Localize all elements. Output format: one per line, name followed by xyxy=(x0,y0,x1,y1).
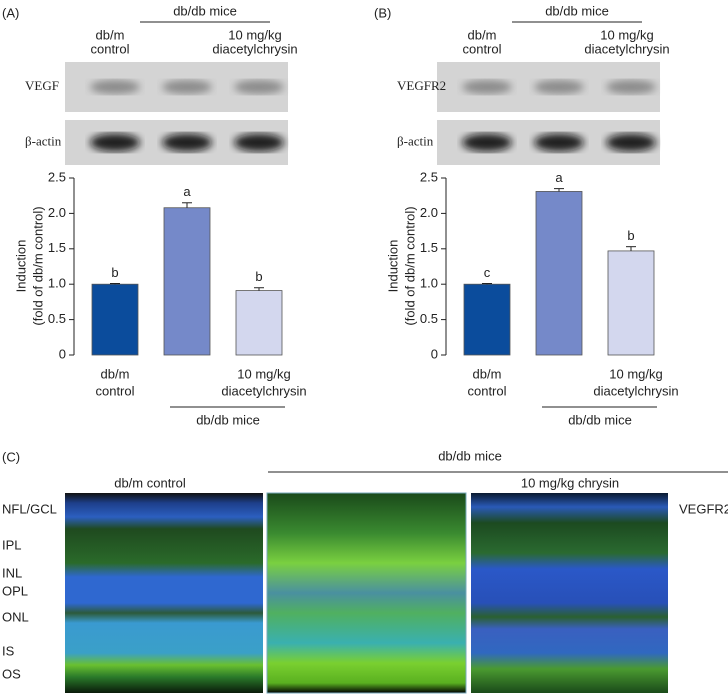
micrograph xyxy=(471,493,668,693)
y-tick-label: 0.5 xyxy=(48,311,66,326)
group-label: db/db mice xyxy=(568,412,632,427)
bar xyxy=(535,191,583,356)
blot-row: VEGFR2 xyxy=(397,78,446,93)
blot-row: VEGF xyxy=(25,78,59,93)
blot-band xyxy=(234,133,284,152)
y-tick-label: 1.5 xyxy=(420,240,438,255)
x-tick-label: 10 mg/kg xyxy=(237,366,290,381)
blot-band xyxy=(534,133,584,152)
blot-header: db/db mice xyxy=(173,3,237,18)
y-tick-label: 2.5 xyxy=(420,169,438,184)
group-label: db/db mice xyxy=(438,448,502,463)
bar xyxy=(163,207,211,356)
blot-band xyxy=(162,133,212,152)
blot-band xyxy=(162,80,212,94)
column-label: 10 mg/kg chrysin xyxy=(521,475,619,490)
panel-label: (A) xyxy=(2,5,19,20)
y-tick-label: 0 xyxy=(431,346,438,361)
blot-column: 10 mg/kg xyxy=(600,27,653,42)
blot-column: 10 mg/kg xyxy=(228,27,281,42)
significance-letter: b xyxy=(255,269,262,284)
blot-band xyxy=(606,80,656,94)
y-tick-label: 2.0 xyxy=(48,205,66,220)
significance-letter: b xyxy=(627,228,634,243)
layer-label: NFL/GCL xyxy=(2,501,57,516)
blot-band xyxy=(462,80,512,94)
blot-column: db/m xyxy=(96,27,125,42)
micrograph xyxy=(65,493,263,693)
layer-label: IPL xyxy=(2,537,22,552)
layer-label: OPL xyxy=(2,583,28,598)
x-tick-label: db/m xyxy=(101,366,130,381)
bar xyxy=(91,283,139,356)
y-tick-label: 2.5 xyxy=(48,169,66,184)
x-tick-label: db/m xyxy=(473,366,502,381)
x-tick-label: 10 mg/kg xyxy=(609,366,662,381)
blot-band xyxy=(90,80,140,94)
y-tick-label: 0.5 xyxy=(420,311,438,326)
y-axis-label: Induction xyxy=(13,240,28,293)
bar xyxy=(463,283,511,356)
layer-label: OS xyxy=(2,666,21,681)
significance-letter: c xyxy=(484,265,491,280)
x-tick-label: control xyxy=(467,383,506,398)
x-tick-label: diacetylchrysin xyxy=(221,383,306,398)
blot-band xyxy=(90,133,140,152)
significance-letter: a xyxy=(183,184,191,199)
significance-letter: a xyxy=(555,170,563,185)
bar xyxy=(607,250,655,356)
panel-label: (B) xyxy=(374,5,391,20)
blot-row: β-actin xyxy=(397,133,434,148)
y-tick-label: 1.5 xyxy=(48,240,66,255)
micrograph xyxy=(266,492,467,694)
blot-band xyxy=(234,80,284,94)
blot-band xyxy=(606,133,656,152)
layer-label: ONL xyxy=(2,609,29,624)
y-tick-label: 0 xyxy=(59,346,66,361)
y-axis-label: (fold of db/m control) xyxy=(402,206,417,325)
column-label: db/m control xyxy=(114,475,186,490)
x-tick-label: diacetylchrysin xyxy=(593,383,678,398)
bar xyxy=(235,290,283,356)
blot-band xyxy=(534,80,584,94)
blot-column: control xyxy=(462,41,501,56)
blot-band xyxy=(462,133,512,152)
x-tick-label: control xyxy=(95,383,134,398)
group-label: db/db mice xyxy=(196,412,260,427)
y-axis-label: Induction xyxy=(385,240,400,293)
y-tick-label: 1.0 xyxy=(420,276,438,291)
blot-row: β-actin xyxy=(25,133,62,148)
blot-column: diacetylchrysin xyxy=(212,41,297,56)
y-axis-label: (fold of db/m control) xyxy=(30,206,45,325)
blot-header: db/db mice xyxy=(545,3,609,18)
significance-letter: b xyxy=(111,265,118,280)
y-tick-label: 2.0 xyxy=(420,205,438,220)
blot-column: diacetylchrysin xyxy=(584,41,669,56)
y-tick-label: 1.0 xyxy=(48,276,66,291)
panel-label: (C) xyxy=(2,449,20,464)
layer-label: IS xyxy=(2,643,15,658)
stain-label: VEGFR2 xyxy=(679,501,728,516)
layer-label: INL xyxy=(2,565,22,580)
blot-column: control xyxy=(90,41,129,56)
blot-column: db/m xyxy=(468,27,497,42)
